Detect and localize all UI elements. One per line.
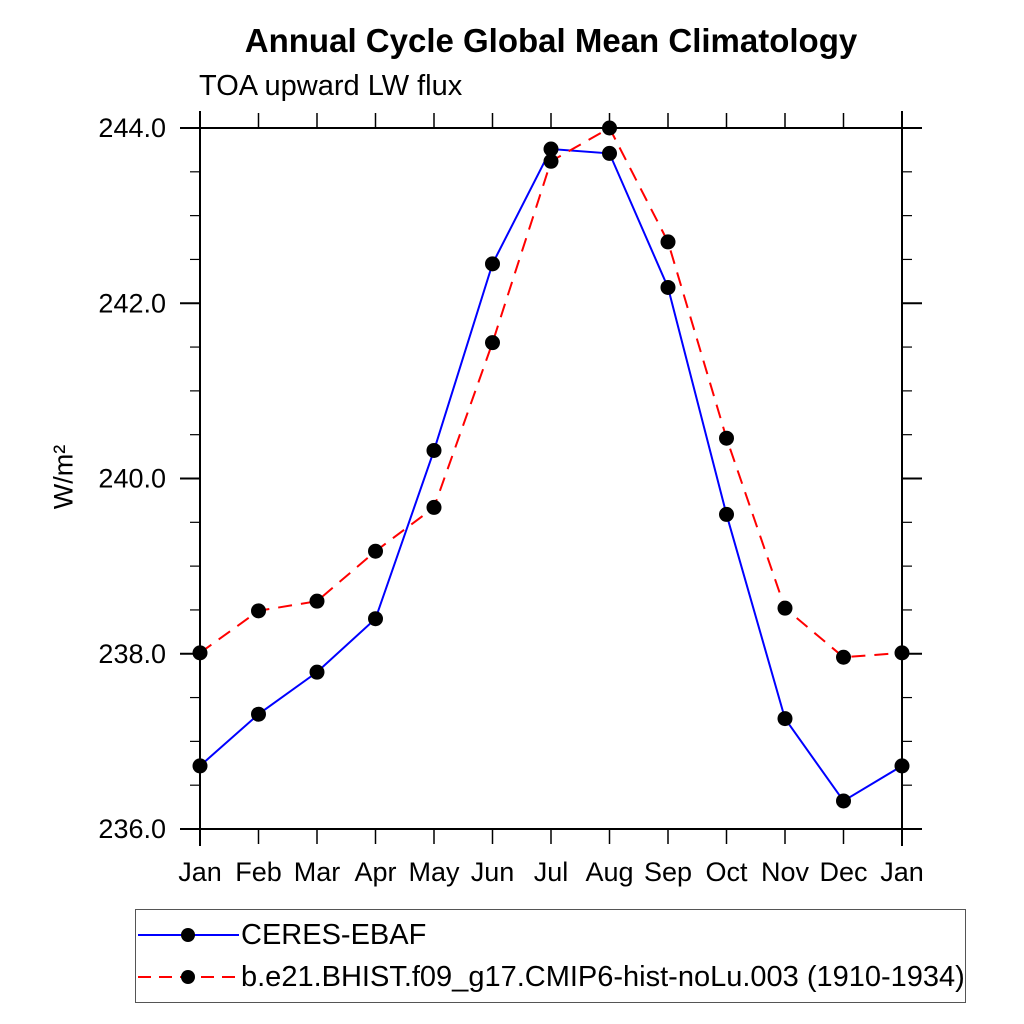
chart-title: Annual Cycle Global Mean Climatology [244,22,858,59]
x-tick-label: Dec [819,857,867,887]
legend-label: b.e21.BHIST.f09_g17.CMIP6-hist-noLu.003 … [241,960,965,993]
data-point [485,335,500,351]
legend-item: b.e21.BHIST.f09_g17.CMIP6-hist-noLu.003 … [136,956,965,998]
x-tick-label: Jan [880,857,924,887]
legend-label: CERES-EBAF [241,918,427,951]
legend-line-sample [138,970,239,984]
series-line-0 [199,147,903,803]
data-point [660,234,676,250]
data-point [251,706,266,722]
data-point [192,758,208,774]
y-tick-label: 236.0 [98,814,166,844]
chart-subtitle: TOA upward LW flux [199,70,463,102]
data-point [426,499,442,515]
y-tick-label: 244.0 [98,113,166,143]
data-point [309,664,325,680]
x-tick-label: Sep [644,857,692,887]
data-point [368,611,383,627]
y-tick-label: 242.0 [98,288,166,318]
legend-item: CERES-EBAF [136,914,965,956]
x-tick-label: May [408,857,460,887]
data-point [251,603,266,619]
data-point [894,758,910,774]
data-point [602,145,617,161]
x-tick-label: Oct [705,857,748,887]
data-point [543,153,559,169]
data-point [485,256,500,272]
x-tick-label: Mar [294,857,341,887]
data-point [368,543,383,559]
data-point [777,711,793,727]
legend: CERES-EBAF b.e21.BHIST.f09_g17.CMIP6-his… [135,909,966,1003]
data-point [719,430,734,446]
series-line-1 [199,126,903,659]
data-point [543,141,559,157]
x-tick-label: Feb [235,857,282,887]
legend-marker [181,928,195,942]
data-point [309,593,325,609]
x-tick-label: Apr [354,857,396,887]
x-tick-label: Aug [585,857,633,887]
y-tick-label: 238.0 [98,639,166,669]
data-point [777,600,793,616]
x-tick-label: Jan [178,857,222,887]
legend-marker [181,970,195,984]
y-tick-label: 240.0 [98,464,166,494]
data-point [719,506,734,522]
data-point [602,120,617,136]
data-point [192,645,208,661]
data-point [660,279,676,295]
data-point [836,649,851,665]
data-point [894,645,910,661]
data-point [426,442,442,458]
data-point [836,793,851,809]
x-tick-label: Nov [761,857,810,887]
x-tick-label: Jun [471,857,515,887]
x-tick-label: Jul [534,857,569,887]
legend-line-sample [138,928,239,942]
